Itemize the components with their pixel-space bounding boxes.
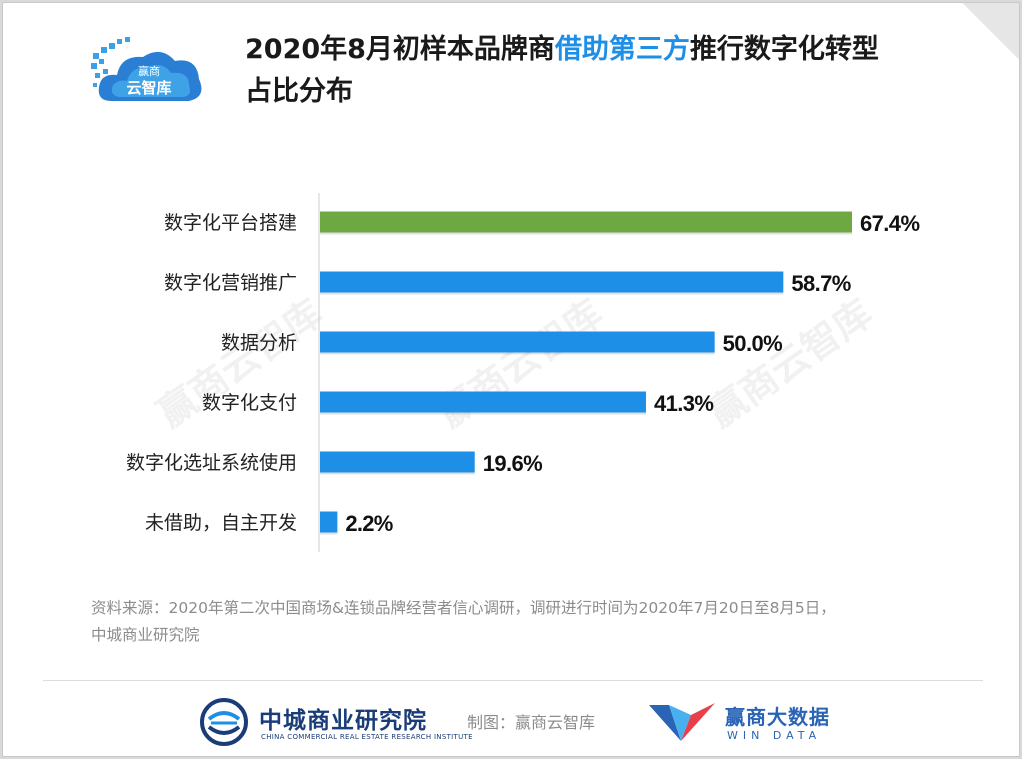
bar-shadow [320, 412, 646, 415]
bar-shadow [320, 232, 852, 235]
bar [320, 451, 475, 473]
logo-text-top: 赢商 [138, 64, 160, 78]
win-data-english: WIN DATA [727, 729, 822, 742]
data-label: 19.6% [483, 451, 543, 476]
source-note: 资料来源：2020年第二次中国商场&连锁品牌经营者信心调研，调研进行时间为202… [91, 595, 991, 649]
bar [320, 331, 715, 353]
data-label: 50.0% [723, 331, 783, 356]
page-corner-fold [962, 3, 1019, 60]
category-label: 数字化选址系统使用 [126, 452, 297, 474]
title-part2: 推行数字化转型 [689, 34, 879, 65]
footer-divider [43, 680, 983, 681]
bar-shadow [320, 352, 715, 355]
bar-shadow [320, 532, 338, 535]
source-line1: 资料来源：2020年第二次中国商场&连锁品牌经营者信心调研，调研进行时间为202… [91, 599, 836, 617]
category-label: 数字化营销推广 [164, 272, 297, 294]
yingshang-cloud-logo: 赢商 云智库 [91, 37, 202, 101]
logo-text-bottom: 云智库 [126, 79, 171, 97]
category-label: 数字化平台搭建 [164, 212, 297, 234]
category-label: 数字化支付 [202, 392, 297, 414]
bar [320, 391, 646, 413]
category-label: 数据分析 [221, 332, 297, 354]
win-data-logo-icon [649, 703, 715, 741]
bar-chart: 数字化平台搭建 67.4% 数字化营销推广 58.7% 数据分析 50.0% 数字化支付 41… [126, 193, 920, 552]
zhongcheng-name: 中城商业研究院 [259, 707, 427, 734]
bar [320, 271, 784, 293]
footer: 中城商业研究院 CHINA COMMERCIAL REAL ESTATE RES… [3, 693, 1019, 753]
bar-shadow [320, 472, 475, 475]
bar [320, 211, 852, 233]
title-highlight: 借助第三方 [554, 34, 690, 65]
win-data-name: 赢商大数据 [725, 705, 830, 729]
bar-shadow [320, 292, 784, 295]
data-label: 58.7% [791, 271, 851, 296]
data-label: 41.3% [654, 391, 714, 416]
source-line2: 中城商业研究院 [91, 626, 200, 644]
title-line2: 占比分布 [245, 76, 353, 107]
zhongcheng-logo-icon [200, 698, 248, 746]
zhongcheng-english-name: CHINA COMMERCIAL REAL ESTATE RESEARCH IN… [261, 733, 473, 741]
title-part1: 2020年8月初样本品牌商 [245, 34, 555, 65]
chart-credit: 制图：赢商云智库 [467, 713, 596, 732]
data-label: 2.2% [345, 511, 393, 536]
chart-title: 2020年8月初样本品牌商借助第三方推行数字化转型 占比分布 [245, 29, 945, 113]
data-label: 67.4% [860, 211, 920, 236]
category-label: 未借助，自主开发 [145, 512, 297, 534]
bar [320, 511, 338, 533]
